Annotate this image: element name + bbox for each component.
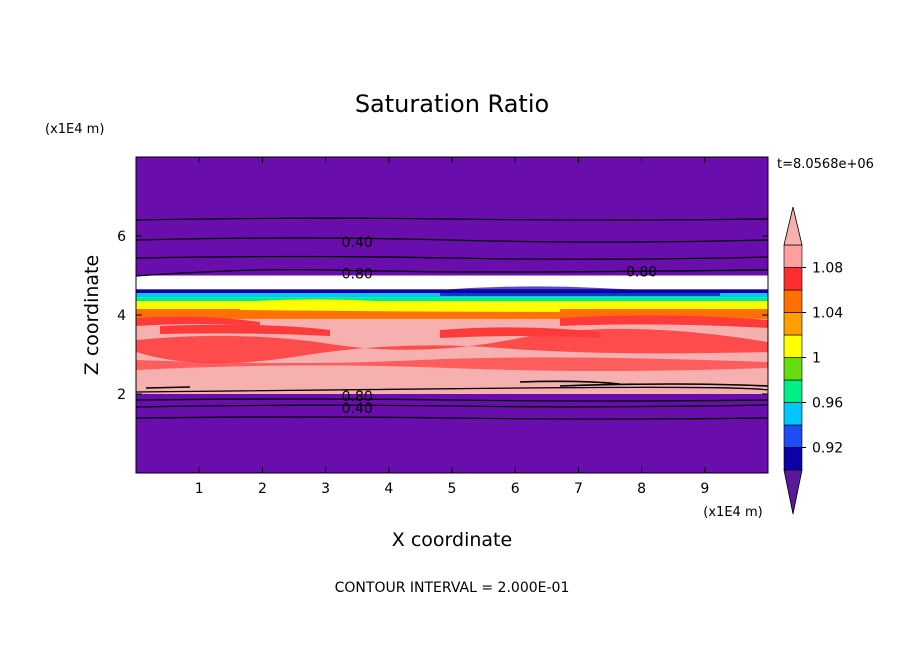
contour-label: 0.80 — [342, 389, 373, 405]
colorbar-segment — [783, 402, 803, 426]
colorbar-segment — [783, 357, 803, 381]
colorbar-label: 1.08 — [812, 261, 843, 277]
contour-line — [136, 386, 768, 393]
chart-title: Saturation Ratio — [355, 90, 549, 118]
colorbar-label: 1 — [812, 351, 821, 367]
x-tick-label: 5 — [448, 481, 457, 497]
time-label: t=8.0568e+06 — [777, 157, 874, 172]
contour-line — [145, 380, 768, 389]
y-unit-label: (x1E4 m) — [45, 122, 104, 137]
y-axis: 2 4 6 — [117, 229, 768, 403]
streak — [136, 328, 768, 364]
colorbar-segment — [783, 379, 803, 403]
x-tick-label: 6 — [511, 481, 520, 497]
contour-label: 0.80 — [626, 265, 657, 281]
contour-line — [136, 404, 768, 408]
x-tick-label: 8 — [637, 481, 646, 497]
heatmap-band — [136, 157, 768, 276]
colorbar-lower-extension — [783, 469, 803, 515]
heatmap-band — [136, 297, 768, 302]
colorbar-segment — [783, 312, 803, 336]
colorbar-label: 0.96 — [812, 396, 843, 412]
streak — [136, 316, 260, 326]
colorbar-segment — [783, 424, 803, 448]
x-axis-label: X coordinate — [392, 529, 512, 551]
streak — [440, 327, 600, 338]
x-tick-label: 3 — [321, 481, 330, 497]
colorbar-upper-extension — [783, 206, 803, 246]
colorbar: 0.92 0.96 1 1.04 1.08 — [783, 206, 843, 515]
contour-lines — [136, 217, 768, 420]
heatmap-band — [136, 301, 768, 310]
red-streaks — [136, 286, 768, 371]
contour-line — [136, 255, 768, 260]
contour-line — [136, 237, 768, 243]
streak — [160, 324, 330, 336]
x-tick-label: 2 — [258, 481, 267, 497]
colorbar-segment — [783, 267, 803, 291]
contour-interval-footer: CONTOUR INTERVAL = 2.000E-01 — [335, 580, 570, 596]
y-tick-label: 4 — [117, 308, 126, 324]
y-axis-label: Z coordinate — [81, 255, 103, 375]
contour-labels: 0.400.80 0.800.800.40 — [342, 235, 658, 417]
contour-line — [136, 268, 768, 277]
x-tick-label: 7 — [574, 481, 583, 497]
y-tick-label: 6 — [117, 229, 126, 245]
contour-line — [136, 416, 768, 420]
heatmap-area: 0.400.80 0.800.800.40 — [136, 157, 768, 473]
heatmap-bands — [136, 157, 768, 473]
heatmap-band — [136, 309, 768, 319]
colorbar-label: 1.04 — [812, 306, 843, 322]
streak — [136, 357, 768, 371]
yellow-patch — [240, 299, 560, 312]
contour-label: 0.80 — [342, 267, 373, 283]
x-tick-label: 9 — [700, 481, 709, 497]
contour-label: 0.40 — [342, 235, 373, 251]
y-tick-label: 2 — [117, 387, 126, 403]
contour-label: 0.40 — [342, 401, 373, 417]
dark-blue-patch — [440, 286, 720, 296]
colorbar-segment — [783, 334, 803, 358]
contour-line — [136, 398, 768, 402]
colorbar-segment — [783, 244, 803, 268]
contour-line — [136, 217, 768, 221]
heatmap-band — [136, 394, 768, 473]
x-axis: 1 2 3 4 5 6 7 8 9 — [195, 157, 709, 497]
colorbar-segment — [783, 289, 803, 313]
colorbar-segment — [783, 447, 803, 471]
x-tick-label: 4 — [384, 481, 393, 497]
x-unit-label: (x1E4 m) — [703, 505, 762, 520]
colorbar-label: 0.92 — [812, 441, 843, 457]
x-tick-label: 1 — [195, 481, 204, 497]
streak — [560, 315, 768, 328]
